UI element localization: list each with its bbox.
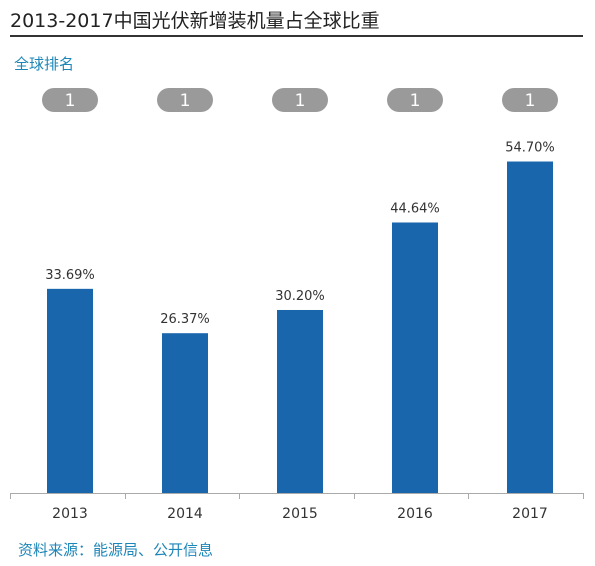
bar-2016 (392, 222, 438, 493)
bars: 33.69% 26.37% 30.20% 44.64% 54.70% (45, 141, 555, 493)
rank-badge (272, 88, 328, 112)
bar-2017 (507, 161, 553, 493)
data-label: 54.70% (505, 141, 555, 156)
rank-value: 1 (180, 91, 191, 111)
x-tick-label: 2015 (282, 506, 318, 522)
rank-badge (502, 88, 558, 112)
rank-badges: 1 1 1 1 1 (42, 88, 558, 112)
rank-badge (157, 88, 213, 112)
bar-2013 (47, 288, 93, 493)
bar-2015 (277, 309, 323, 493)
x-tick-label: 2017 (512, 506, 548, 522)
data-label: 44.64% (390, 201, 440, 216)
x-tick-label: 2016 (397, 506, 433, 522)
rank-value: 1 (410, 91, 421, 111)
x-tick-label: 2013 (52, 506, 88, 522)
rank-badge (42, 88, 98, 112)
x-tick-label: 2014 (167, 506, 203, 522)
data-label: 30.20% (275, 289, 325, 304)
data-label: 33.69% (45, 268, 95, 283)
x-axis: 2013 2014 2015 2016 2017 (10, 493, 584, 522)
data-label: 26.37% (160, 312, 210, 327)
rank-value: 1 (525, 91, 536, 111)
chart-title: 2013-2017中国光伏新增装机量占全球比重 (10, 10, 380, 32)
rank-value: 1 (65, 91, 76, 111)
rank-label: 全球排名 (14, 55, 75, 73)
rank-value: 1 (295, 91, 306, 111)
title-divider (10, 35, 583, 37)
rank-badge (387, 88, 443, 112)
bar-2014 (162, 333, 208, 493)
source-note: 资料来源：能源局、公开信息 (18, 541, 214, 559)
